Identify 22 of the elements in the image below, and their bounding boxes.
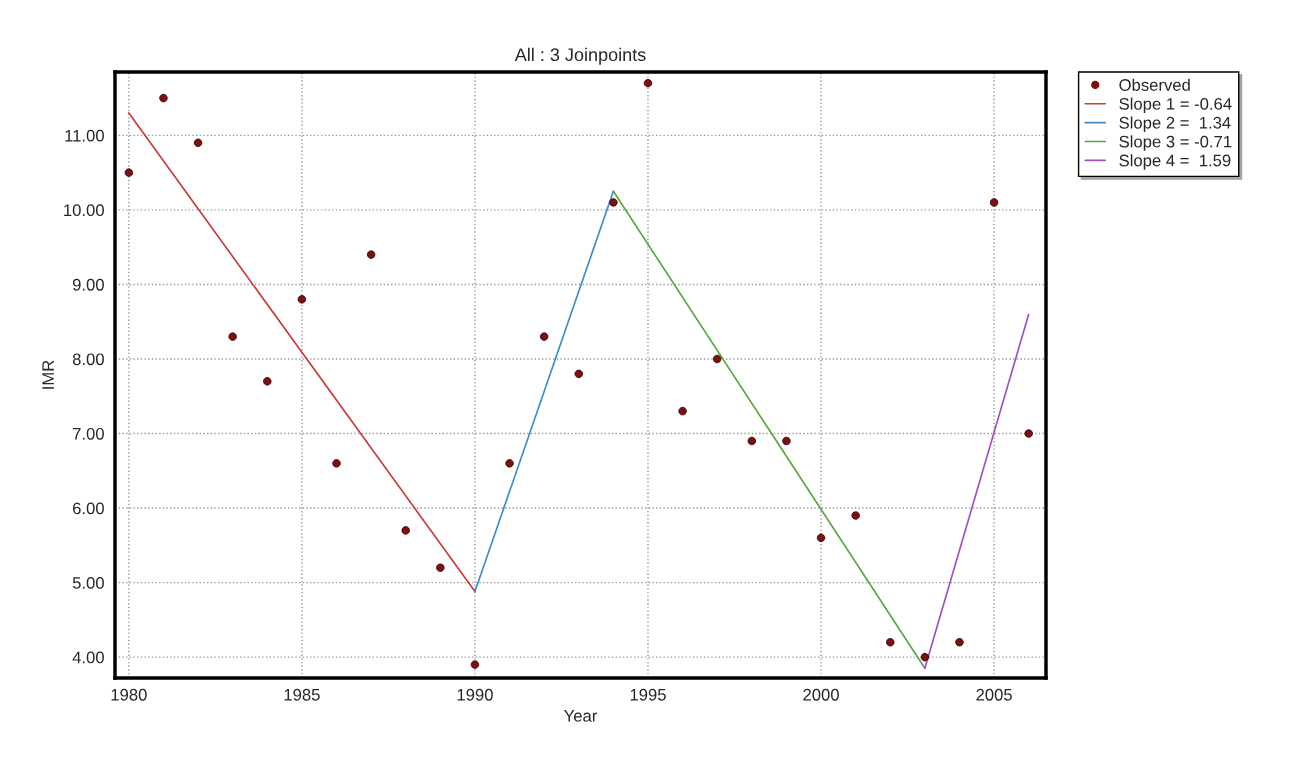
x-tick-label: 2005 — [976, 688, 1012, 701]
legend-label: Observed — [1119, 78, 1190, 91]
y-tick-label: 7.00 — [73, 427, 104, 440]
x-tick-label: 1980 — [111, 688, 147, 701]
y-tick-label: 9.00 — [72, 278, 104, 291]
y-tick-label: 8.00 — [72, 353, 104, 366]
y-tick-label: 6.00 — [72, 502, 104, 515]
legend-label: Slope 1 = -0.64 — [1119, 97, 1232, 114]
y-axis-title: IMR — [42, 360, 54, 389]
legend-label: Slope 4 = 1.59 — [1119, 154, 1231, 170]
y-tick-label: 11.00 — [65, 129, 104, 142]
x-axis-title: Year — [564, 710, 598, 722]
y-tick-label: 10.00 — [64, 204, 104, 217]
y-tick-label: 5.00 — [72, 576, 104, 589]
legend-label: Slope 2 = 1.34 — [1119, 116, 1231, 132]
x-tick-label: 1995 — [630, 688, 666, 701]
y-tick-label: 4.00 — [72, 651, 104, 664]
x-tick-label: 1990 — [457, 688, 493, 701]
legend-label: Slope 3 = -0.71 — [1119, 135, 1232, 151]
x-tick-label: 2000 — [803, 688, 839, 701]
x-tick-label: 1985 — [284, 688, 320, 701]
chart-title: All : 3 Joinpoints — [514, 47, 646, 65]
